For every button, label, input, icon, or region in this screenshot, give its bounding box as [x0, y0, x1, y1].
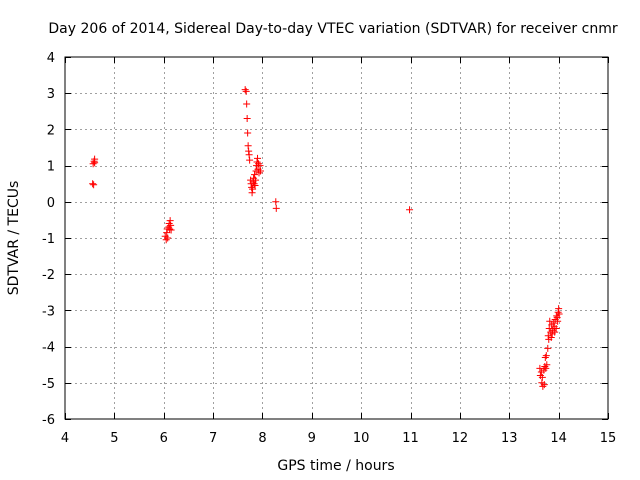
x-tick-label: 15: [600, 431, 617, 446]
chart-title: Day 206 of 2014, Sidereal Day-to-day VTE…: [48, 21, 617, 37]
x-tick-label: 8: [258, 431, 266, 446]
data-point: [538, 373, 546, 381]
x-tick-label: 4: [61, 431, 69, 446]
axis-ticks: [65, 57, 609, 420]
x-tick-label: 14: [550, 431, 567, 446]
data-point: [547, 334, 555, 342]
data-point: [162, 236, 170, 244]
data-point: [91, 159, 99, 167]
data-point: [544, 344, 552, 352]
y-tick-label: -5: [42, 377, 55, 392]
x-tick-label: 7: [209, 431, 217, 446]
data-points: [89, 86, 563, 390]
data-point: [250, 180, 258, 188]
y-tick-label: -3: [42, 304, 55, 319]
x-tick-label: 11: [402, 431, 419, 446]
x-tick-label: 9: [308, 431, 316, 446]
y-tick-label: -4: [42, 341, 55, 356]
x-tick-label: 10: [353, 431, 370, 446]
data-point: [256, 167, 264, 175]
data-point: [272, 198, 280, 206]
data-point: [555, 310, 563, 318]
data-point: [164, 234, 172, 242]
y-tick-label: 3: [47, 87, 55, 102]
data-point: [246, 156, 254, 164]
data-point: [254, 154, 262, 162]
data-point: [539, 382, 547, 390]
y-axis-title: SDTVAR / TECUs: [6, 181, 22, 296]
grid: [65, 57, 608, 419]
data-point: [243, 115, 251, 123]
data-point: [540, 381, 548, 389]
y-tick-label: -6: [42, 413, 55, 428]
x-tick-label: 5: [110, 431, 118, 446]
x-axis-title: GPS time / hours: [277, 458, 394, 474]
data-point: [89, 180, 97, 188]
data-point: [536, 364, 544, 372]
data-point: [242, 87, 250, 95]
data-point: [542, 352, 550, 360]
data-point: [243, 100, 251, 108]
data-point: [166, 225, 174, 233]
y-tick-label: -1: [42, 232, 55, 247]
data-point: [546, 317, 554, 325]
y-tick-label: 1: [47, 160, 55, 175]
data-point: [542, 364, 550, 372]
data-point: [255, 169, 263, 177]
data-point: [255, 160, 263, 168]
data-point: [545, 325, 553, 332]
x-tick-label: 13: [501, 431, 518, 446]
y-tick-label: -2: [42, 268, 55, 283]
y-tick-label: 4: [47, 51, 55, 66]
data-point: [554, 317, 562, 325]
x-tick-label: 6: [160, 431, 168, 446]
data-point: [252, 176, 260, 184]
y-tick-label: 0: [47, 196, 55, 211]
data-point: [251, 171, 259, 179]
data-point: [543, 361, 551, 369]
y-tick-label: 2: [47, 123, 55, 138]
data-point: [541, 353, 549, 361]
data-point: [241, 86, 249, 94]
data-point: [551, 328, 559, 336]
data-point: [406, 206, 414, 214]
data-point: [272, 204, 280, 212]
data-point: [90, 181, 98, 189]
data-point: [167, 226, 175, 234]
data-point: [244, 129, 252, 137]
data-point: [249, 185, 257, 193]
x-tick-label: 12: [452, 431, 469, 446]
data-point: [552, 325, 560, 332]
